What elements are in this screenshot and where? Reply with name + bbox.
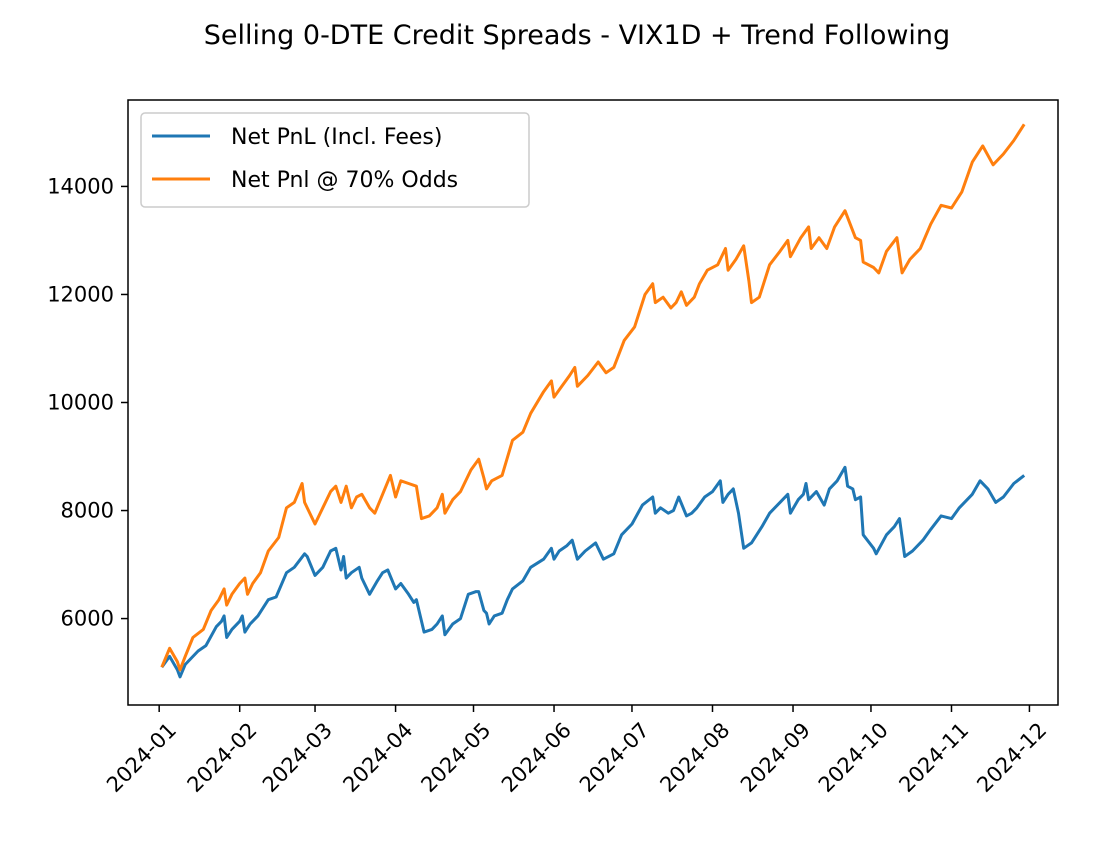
series-layer [160, 123, 1026, 679]
y-tick-label-0: 6000 [61, 607, 114, 631]
x-tick-label-11: 2024-12 [972, 718, 1051, 797]
legend-label-net-pnl: Net PnL (Incl. Fees) [231, 125, 442, 150]
series-line-1 [160, 123, 1026, 672]
x-tick-label-8: 2024-09 [736, 718, 815, 797]
x-tick-label-0: 2024-01 [102, 718, 181, 797]
series-line-0 [160, 465, 1026, 679]
y-tick-label-2: 10000 [47, 391, 114, 415]
x-tick-label-5: 2024-06 [497, 718, 576, 797]
chart-title: Selling 0-DTE Credit Spreads - VIX1D + T… [204, 20, 950, 51]
x-tick-label-4: 2024-05 [416, 718, 495, 797]
x-tick-label-9: 2024-10 [814, 718, 893, 797]
x-tick-label-7: 2024-08 [655, 718, 734, 797]
legend-label-net-pnl-70: Net Pnl @ 70% Odds [231, 168, 458, 193]
x-tick-label-1: 2024-02 [183, 718, 262, 797]
legend-box [140, 112, 530, 208]
x-tick-label-2: 2024-03 [258, 718, 337, 797]
x-tick-label-6: 2024-07 [575, 718, 654, 797]
y-tick-label-4: 14000 [47, 174, 114, 198]
x-tick-label-3: 2024-04 [338, 718, 417, 797]
legend: Net PnL (Incl. Fees) Net Pnl @ 70% Odds [140, 112, 530, 208]
y-tick-label-3: 12000 [47, 282, 114, 306]
x-tick-label-10: 2024-11 [894, 718, 973, 797]
y-tick-label-1: 8000 [61, 499, 114, 523]
y-axis: 6000 8000 10000 12000 14000 [47, 174, 128, 631]
